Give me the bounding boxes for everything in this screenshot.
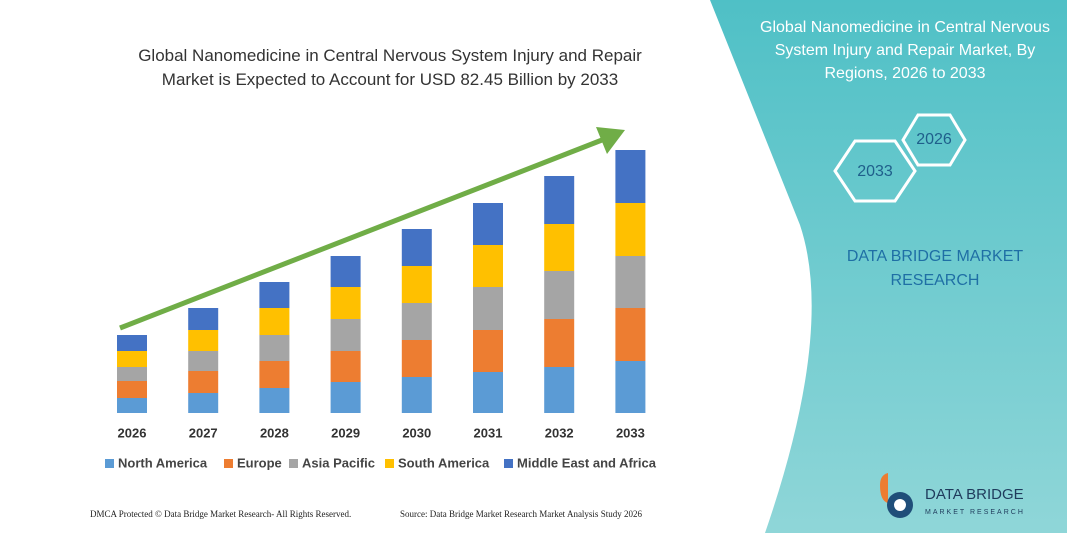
x-tick-label: 2032	[545, 425, 574, 440]
bar-segment	[330, 351, 361, 382]
bar-segment	[117, 367, 147, 381]
bar-segment	[188, 330, 219, 351]
bar-segment	[544, 319, 575, 367]
legend-label: Middle East and Africa	[517, 455, 657, 470]
legend-swatch	[105, 459, 114, 468]
bar-segment	[117, 335, 147, 351]
bar-segment	[188, 351, 219, 371]
legend-swatch	[224, 459, 233, 468]
logo-icon	[880, 473, 888, 503]
logo-tagline: MARKET RESEARCH	[925, 509, 1025, 516]
legend-label: South America	[398, 455, 490, 470]
footer-right: Source: Data Bridge Market Research Mark…	[400, 509, 642, 519]
hexagon-label: 2033	[857, 163, 893, 180]
bar-segment	[473, 330, 503, 372]
legend-label: Asia Pacific	[302, 455, 375, 470]
bar-segment	[615, 256, 646, 308]
footer-left: DMCA Protected © Data Bridge Market Rese…	[90, 509, 351, 519]
bar-segment	[473, 287, 503, 330]
bar-segment	[330, 256, 361, 287]
chart-title: Global Nanomedicine in Central Nervous S…	[138, 46, 642, 89]
x-tick-label: 2031	[474, 425, 503, 440]
side-title: Global Nanomedicine in Central Nervous S…	[760, 19, 1050, 82]
bar-segment	[188, 393, 219, 413]
x-tick-label: 2029	[331, 425, 360, 440]
bar-segment	[117, 381, 147, 398]
hexagon	[833, 139, 917, 203]
bar-segment	[615, 203, 646, 256]
side-brand: DATA BRIDGE MARKET RESEARCH	[846, 248, 1024, 289]
bar-segment	[401, 303, 432, 340]
side-panel-bg	[710, 0, 1067, 533]
bar-segment	[401, 229, 432, 266]
bar-segment	[544, 367, 575, 413]
arrow-head	[596, 127, 625, 154]
bar-segment	[188, 371, 219, 393]
x-tick-label: 2028	[260, 425, 289, 440]
bar-segment	[473, 245, 503, 287]
legend-label: North America	[118, 455, 208, 470]
bar-segment	[330, 287, 361, 319]
hexagon-label: 2026	[916, 131, 952, 148]
x-tick-label: 2030	[402, 425, 431, 440]
bar-segment	[259, 282, 290, 308]
x-tick-label: 2033	[616, 425, 645, 440]
bar-segment	[473, 372, 503, 413]
bar-segment	[615, 308, 646, 361]
legend-swatch	[385, 459, 394, 468]
bar-segment	[615, 150, 646, 203]
bar-segment	[544, 176, 575, 224]
legend-swatch	[289, 459, 298, 468]
logo-name: DATA BRIDGE	[925, 486, 1024, 503]
bar-segment	[330, 319, 361, 351]
bar-segment	[188, 308, 219, 330]
bar-segment	[259, 388, 290, 413]
bar-segment	[259, 308, 290, 335]
bar-segment	[401, 266, 432, 303]
trend-arrow	[119, 137, 603, 331]
bar-segment	[544, 224, 575, 271]
bar-segment	[117, 398, 147, 413]
hexagon	[901, 113, 967, 167]
bar-segment	[615, 361, 646, 413]
bar-segment	[473, 203, 503, 245]
bar-segment	[259, 361, 290, 388]
bar-segment	[544, 271, 575, 319]
x-tick-label: 2026	[118, 425, 147, 440]
bar-segment	[401, 340, 432, 377]
bar-segment	[259, 335, 290, 361]
bar-segment	[117, 351, 147, 367]
legend-swatch	[504, 459, 513, 468]
bar-segment	[330, 382, 361, 413]
x-tick-label: 2027	[189, 425, 218, 440]
logo-icon	[894, 499, 906, 511]
bar-segment	[401, 377, 432, 413]
legend-label: Europe	[237, 455, 282, 470]
